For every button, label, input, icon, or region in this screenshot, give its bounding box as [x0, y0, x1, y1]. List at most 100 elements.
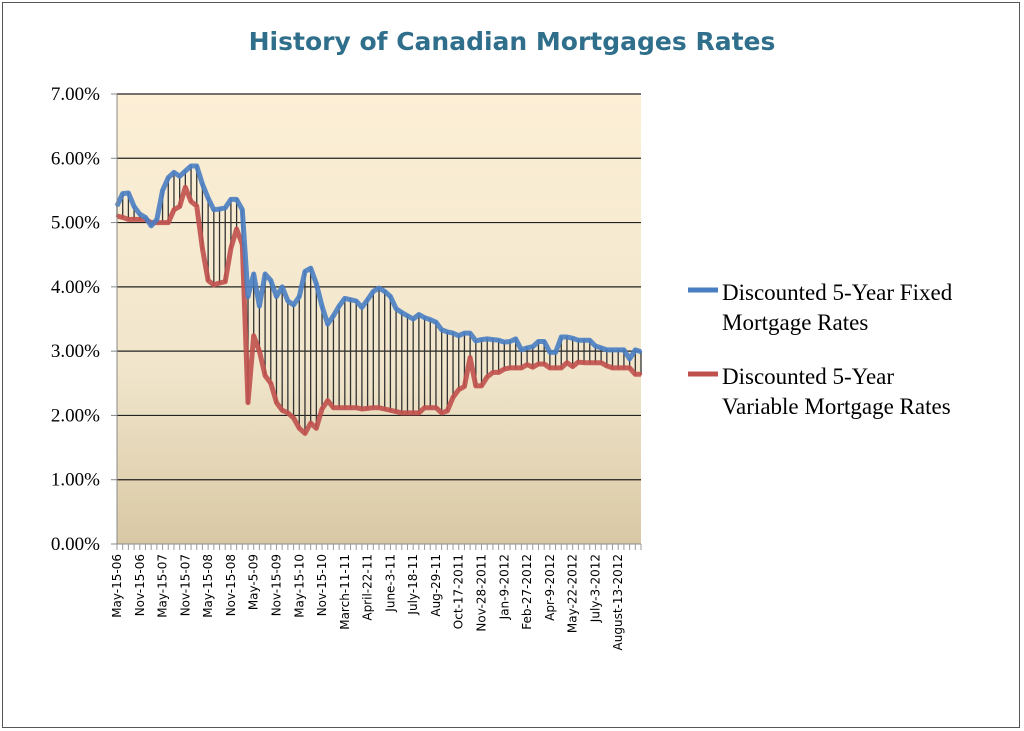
data-point	[206, 196, 210, 200]
data-point	[224, 280, 227, 283]
data-point	[389, 295, 392, 298]
data-point	[172, 208, 176, 211]
data-point	[463, 331, 466, 335]
data-point	[326, 322, 329, 326]
data-point	[383, 407, 386, 411]
x-tick-label: April-22-11	[361, 554, 375, 621]
data-point	[138, 213, 141, 216]
data-point	[394, 410, 398, 413]
data-point	[571, 337, 574, 340]
data-point	[298, 427, 301, 430]
data-point	[434, 406, 438, 409]
data-point	[138, 218, 141, 221]
data-point	[542, 362, 546, 366]
y-tick-label: 2.00%	[51, 405, 100, 426]
data-point	[588, 361, 591, 364]
data-point	[263, 272, 267, 276]
data-point	[189, 200, 193, 203]
data-point	[309, 421, 312, 425]
y-tick-label: 1.00%	[51, 470, 100, 491]
data-point	[355, 299, 358, 303]
data-point	[542, 340, 546, 343]
chart-title: History of Canadian Mortgages Rates	[249, 27, 776, 56]
y-tick-label: 7.00%	[51, 84, 100, 105]
data-point	[394, 307, 398, 310]
data-point	[474, 339, 478, 343]
data-point	[212, 283, 216, 287]
data-point	[508, 366, 512, 370]
data-point	[132, 218, 136, 221]
data-point	[195, 164, 198, 168]
x-tick-label: July-18-11	[406, 554, 420, 616]
data-point	[514, 337, 517, 341]
data-point	[463, 385, 466, 388]
data-point	[639, 350, 643, 353]
x-tick-label: Feb-27-2012	[520, 554, 534, 630]
data-point	[639, 373, 643, 376]
x-tick-label: Nov-15-10	[315, 554, 329, 616]
data-point	[167, 221, 170, 224]
data-point	[451, 331, 455, 335]
data-point	[582, 361, 586, 364]
data-point	[155, 218, 159, 221]
data-point	[343, 297, 347, 300]
data-point	[349, 406, 352, 409]
legend-label: Discounted 5-Year Fixed	[722, 280, 953, 305]
data-point	[400, 311, 403, 314]
data-point	[525, 363, 529, 366]
data-point	[599, 361, 603, 364]
data-point	[520, 348, 523, 352]
data-point	[611, 366, 614, 370]
data-point	[423, 316, 426, 319]
data-point	[127, 191, 130, 195]
data-point	[241, 208, 244, 211]
data-point	[229, 198, 233, 201]
data-point	[508, 340, 512, 343]
data-point	[258, 304, 261, 308]
data-point	[372, 406, 375, 409]
data-point	[360, 306, 364, 309]
y-tick-label: 6.00%	[51, 148, 100, 169]
data-point	[503, 340, 506, 344]
data-point	[429, 406, 432, 409]
data-point	[571, 365, 574, 368]
data-point	[577, 360, 580, 364]
data-point	[377, 286, 381, 290]
data-point	[218, 207, 221, 211]
data-point	[548, 366, 552, 370]
data-point	[184, 169, 187, 173]
data-point	[303, 432, 307, 435]
data-point	[172, 171, 176, 174]
data-point	[480, 384, 483, 388]
legend-label: Discounted 5-Year	[722, 364, 894, 389]
data-point	[617, 348, 620, 352]
data-point	[263, 374, 267, 377]
data-point	[451, 396, 455, 399]
data-point	[429, 318, 432, 321]
x-tick-label: May-15-06	[110, 554, 124, 618]
data-point	[599, 346, 603, 350]
data-point	[320, 304, 324, 308]
data-point	[149, 224, 153, 227]
data-point	[560, 366, 563, 370]
data-point	[167, 176, 170, 179]
data-point	[144, 216, 147, 219]
x-tick-label: Apr-9-2012	[543, 554, 557, 621]
data-point	[389, 409, 392, 412]
data-point	[184, 186, 187, 189]
data-point	[565, 361, 569, 364]
data-point	[582, 339, 586, 342]
data-point	[537, 340, 540, 343]
data-point	[246, 295, 250, 298]
legend-label: Variable Mortgage Rates	[722, 394, 951, 419]
data-point	[377, 406, 381, 409]
data-point	[360, 407, 364, 411]
data-point	[486, 337, 489, 341]
data-point	[628, 357, 631, 361]
data-point	[132, 205, 136, 208]
data-point	[383, 290, 386, 293]
data-point	[246, 401, 250, 404]
x-tick-label: Nov-15-09	[269, 554, 283, 616]
data-point	[525, 346, 529, 350]
